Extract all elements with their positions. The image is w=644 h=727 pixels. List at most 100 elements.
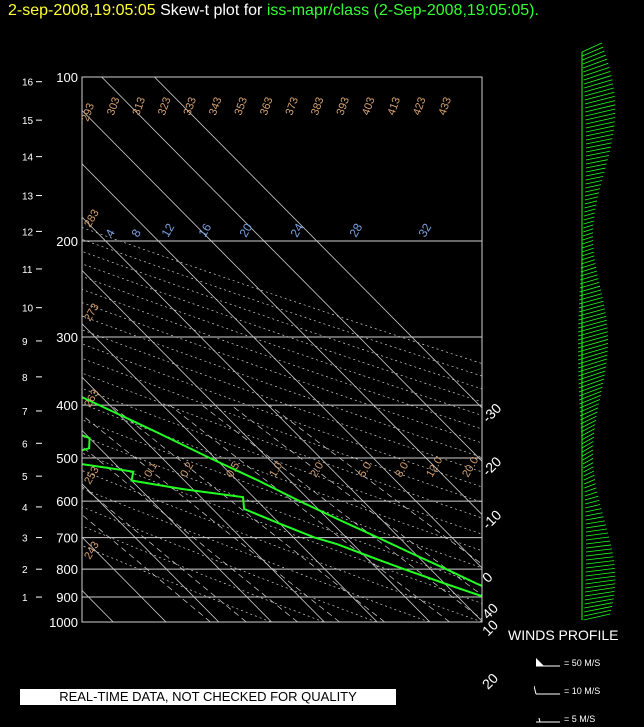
dry-adiabat-label: 273 bbox=[82, 302, 102, 324]
mixing-ratio-line bbox=[269, 404, 482, 565]
wind-barb bbox=[584, 587, 616, 593]
wind-barb bbox=[585, 579, 616, 585]
mixing-ratio-line bbox=[230, 404, 482, 596]
mixing-ratio-line bbox=[82, 414, 340, 622]
wind-barb bbox=[584, 208, 596, 213]
dewpoint-profile-line bbox=[82, 434, 482, 598]
wind-barb bbox=[585, 138, 613, 145]
wind-barb bbox=[584, 192, 599, 197]
wind-barb bbox=[584, 487, 597, 493]
wind-barb bbox=[583, 75, 612, 85]
wind-barb bbox=[583, 216, 595, 221]
wind-barb bbox=[579, 403, 600, 413]
wind-barb bbox=[579, 289, 602, 297]
wind-barb bbox=[581, 247, 594, 253]
wind-barb bbox=[584, 590, 615, 597]
isotherm-line bbox=[82, 483, 220, 622]
wind-barb bbox=[578, 316, 607, 325]
isotherm-right-label: 20 bbox=[479, 670, 501, 692]
wind-barb bbox=[585, 504, 601, 509]
dry-adiabat-label: 243 bbox=[82, 540, 102, 562]
dry-adiabat-label: 333 bbox=[182, 96, 200, 117]
mixing-ratio-line bbox=[201, 404, 482, 620]
wind-barb bbox=[585, 532, 609, 537]
wind-barb bbox=[582, 244, 594, 249]
height-km-label: 7 bbox=[22, 407, 28, 418]
temperature-profile-line bbox=[82, 396, 482, 587]
mixing-ratio-label-lower: 5.0 bbox=[356, 460, 374, 479]
isotherm-right-label: -30 bbox=[479, 400, 505, 426]
pressure-tick-label: 200 bbox=[56, 234, 78, 249]
wind-barb bbox=[581, 251, 594, 257]
wind-barb bbox=[578, 362, 607, 373]
wind-barb bbox=[582, 54, 607, 65]
height-km-label: 11 bbox=[22, 265, 33, 276]
wind-barb bbox=[579, 399, 600, 409]
dry-adiabat-label: 253 bbox=[82, 465, 102, 487]
wind-barb bbox=[585, 134, 614, 141]
wind-barb bbox=[582, 46, 604, 57]
wind-barb bbox=[580, 274, 598, 281]
wind-barb bbox=[583, 220, 594, 225]
plot-area bbox=[82, 77, 482, 622]
mixing-ratio-label-upper: 28 bbox=[346, 221, 365, 240]
height-km-label: 2 bbox=[22, 565, 28, 576]
wind-barb bbox=[578, 308, 606, 317]
mixing-ratio-label-upper: 16 bbox=[195, 221, 214, 240]
wind-profile bbox=[577, 42, 616, 621]
wind-barb bbox=[578, 312, 606, 321]
wind-barb bbox=[583, 62, 609, 73]
dry-adiabat bbox=[82, 488, 430, 622]
wind-barb bbox=[582, 58, 608, 69]
height-km-label: 1 bbox=[22, 593, 28, 604]
wind-barb bbox=[584, 491, 598, 497]
height-km-label: 13 bbox=[22, 192, 34, 203]
wind-barb bbox=[585, 556, 614, 561]
dry-adiabat bbox=[82, 357, 482, 503]
mixing-ratio-label-upper: 12 bbox=[158, 221, 177, 240]
dry-adiabat-label: 353 bbox=[233, 96, 251, 117]
dry-adiabat-label: 383 bbox=[309, 96, 327, 117]
wind-barb bbox=[578, 382, 604, 393]
wind-barb bbox=[585, 180, 603, 185]
wind-barb bbox=[582, 453, 594, 461]
title-middle: Skew-t plot for bbox=[155, 2, 267, 19]
wind-barb bbox=[578, 304, 605, 313]
pressure-tick-label: 100 bbox=[56, 70, 78, 85]
wind-barb bbox=[585, 508, 602, 513]
winds-profile-title: WINDS PROFILE bbox=[508, 627, 619, 643]
wind-barb bbox=[584, 598, 614, 605]
dry-adiabat-label: 433 bbox=[437, 96, 455, 117]
wind-barb bbox=[585, 184, 602, 189]
wind-barb bbox=[585, 150, 610, 157]
wind-barb bbox=[584, 200, 598, 205]
plot-frame bbox=[81, 76, 483, 623]
pressure-tick-label: 500 bbox=[56, 451, 78, 466]
wind-barb bbox=[585, 188, 601, 193]
wind-barb bbox=[577, 327, 608, 337]
isotherm-line bbox=[101, 77, 482, 462]
wind-barb bbox=[580, 420, 597, 429]
wind-barb bbox=[583, 479, 596, 485]
wind-barb bbox=[584, 96, 615, 105]
wind-barb bbox=[585, 512, 603, 517]
wind-barb bbox=[577, 346, 608, 357]
wind-barb bbox=[584, 79, 613, 89]
mixing-ratio-label-upper: 20 bbox=[236, 221, 255, 240]
dry-adiabat-label: 323 bbox=[156, 96, 174, 117]
mixing-ratio-label-lower: 0.1 bbox=[142, 460, 160, 479]
dry-adiabat bbox=[82, 525, 324, 622]
wind-barb bbox=[584, 499, 600, 505]
dry-adiabat bbox=[82, 470, 482, 622]
wind-barb bbox=[578, 358, 608, 369]
wind-barb bbox=[585, 528, 608, 533]
dry-adiabat-label: 423 bbox=[411, 96, 429, 117]
wind-barb bbox=[583, 462, 594, 469]
wind-barb bbox=[581, 432, 595, 441]
wind-barb bbox=[583, 470, 595, 477]
wind-barb bbox=[585, 129, 614, 137]
mixing-ratio-label-lower: 0.5 bbox=[224, 460, 242, 479]
wind-barb bbox=[584, 87, 614, 97]
wind-barb bbox=[585, 108, 616, 117]
wind-barb bbox=[585, 575, 616, 581]
